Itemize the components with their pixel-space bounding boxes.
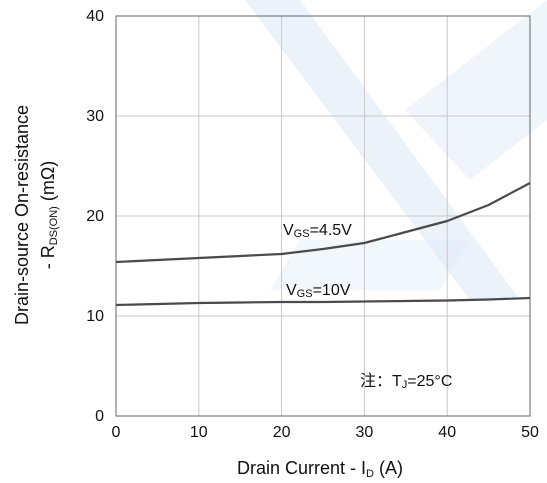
series-line-vgs-4.5v <box>115 182 531 264</box>
y-tick-label: 10 <box>86 308 104 325</box>
series-line-vgs-10v <box>115 296 531 307</box>
x-tick-label: 50 <box>521 424 539 441</box>
x-tick-labels: 0 10 20 30 40 50 <box>112 424 539 441</box>
grid-lines <box>116 16 530 416</box>
series-lines <box>115 182 531 307</box>
y-tick-label: 0 <box>95 408 104 425</box>
x-tick-label: 20 <box>273 424 291 441</box>
series-label-vgs-10v: VGS=10V <box>286 282 351 300</box>
y-tick-labels: 0 10 20 30 40 <box>86 8 104 425</box>
x-tick-label: 10 <box>190 424 208 441</box>
x-tick-label: 30 <box>356 424 374 441</box>
temperature-note: 注：TJ=25°C <box>360 372 452 391</box>
x-tick-label: 0 <box>112 424 121 441</box>
series-label-vgs-4.5v: VGS=4.5V <box>283 222 352 240</box>
y-tick-label: 30 <box>86 108 104 125</box>
watermark-logo <box>245 0 547 300</box>
y-axis-title-line1: Drain-source On-resistance <box>12 105 32 325</box>
y-tick-label: 40 <box>86 8 104 25</box>
x-tick-label: 40 <box>438 424 456 441</box>
x-axis-title: Drain Current - ID (A) <box>237 458 403 480</box>
y-axis-title-line2: - RDS(ON) (mΩ) <box>38 161 60 270</box>
plot-area-frame <box>115 15 531 417</box>
y-tick-label: 20 <box>86 208 104 225</box>
y-axis-title: Drain-source On-resistance - RDS(ON) (mΩ… <box>12 105 60 325</box>
